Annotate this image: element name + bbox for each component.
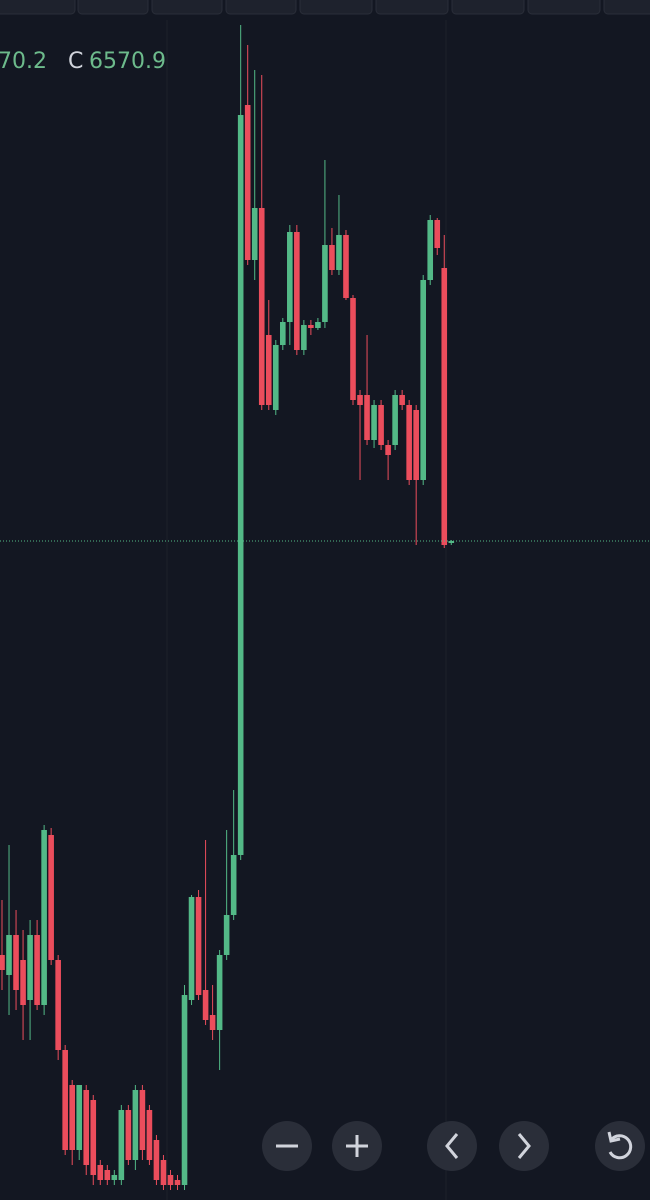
candle-body [441, 268, 448, 545]
candle-body [90, 1100, 97, 1175]
candle-body [434, 220, 441, 248]
candle-body [230, 855, 237, 915]
reset-button[interactable] [595, 1121, 645, 1171]
scroll-right-button[interactable] [499, 1121, 549, 1171]
legend-partial-value: 70.2 [0, 49, 47, 74]
toolbar-tab[interactable] [603, 0, 650, 15]
candle-body [336, 235, 342, 270]
candle-body [223, 915, 230, 955]
candle-body [48, 835, 54, 960]
candle-body [280, 322, 286, 345]
legend-close-value: 6570.9 [89, 49, 166, 74]
candle-body [378, 405, 384, 445]
candle-body [265, 335, 272, 405]
candle-body [329, 245, 335, 270]
toolbar-tab[interactable] [375, 0, 449, 15]
candle-body [146, 1110, 153, 1160]
candle-body [69, 1085, 75, 1150]
candle-body [385, 445, 391, 455]
candle-body [160, 1160, 167, 1185]
zoom-out-button[interactable] [262, 1121, 312, 1171]
candle-body [350, 298, 356, 400]
candle-body [420, 280, 426, 480]
toolbar-tab[interactable] [299, 0, 373, 15]
candle-body [97, 1165, 104, 1180]
candle-body [6, 935, 12, 975]
candle-body [448, 541, 455, 543]
toolbar-tab[interactable] [451, 0, 525, 15]
toolbar-tab[interactable] [77, 0, 149, 15]
toolbar-tab[interactable] [225, 0, 297, 15]
legend-close-label: C [68, 49, 83, 74]
candle-body [392, 395, 398, 445]
candle-body [41, 830, 47, 1005]
candle-body [322, 245, 328, 322]
toolbar-tab[interactable] [527, 0, 601, 15]
candle-body [104, 1170, 111, 1180]
candle-body [343, 235, 349, 298]
candle-body [216, 955, 223, 1030]
candle-body [62, 1050, 68, 1150]
candle-body [272, 345, 279, 410]
candle-body [209, 1015, 216, 1030]
toolbar-tab[interactable] [151, 0, 223, 15]
candle-body [139, 1090, 146, 1150]
candle-body [118, 1110, 125, 1180]
candle-body [308, 325, 314, 328]
candle-body [132, 1090, 139, 1160]
candle-body [287, 232, 293, 322]
candle-body [301, 325, 307, 350]
candle-body [244, 105, 251, 260]
candle-body [251, 208, 258, 260]
zoom-in-button[interactable] [332, 1121, 382, 1171]
toolbar [0, 0, 650, 15]
candle-body [13, 935, 19, 990]
candle-body [181, 995, 188, 1185]
candle-body [111, 1175, 118, 1180]
candle-body [167, 1175, 174, 1185]
candle-body [55, 960, 61, 1050]
candle-body [83, 1090, 90, 1165]
navigation-buttons [262, 1121, 645, 1171]
scroll-left-button[interactable] [427, 1121, 477, 1171]
candle-body [195, 897, 202, 995]
candle-body [188, 897, 195, 1000]
candle-body [294, 232, 300, 350]
candle-body [357, 395, 363, 405]
candle-body [20, 960, 26, 1005]
candle-body [371, 405, 377, 440]
candle-body [27, 935, 33, 1000]
toolbar-tab[interactable] [0, 0, 76, 15]
candle-body [202, 990, 209, 1020]
candle-body [413, 410, 419, 480]
candle-body [34, 935, 40, 1005]
candle-body [76, 1085, 83, 1150]
candle-body [315, 322, 321, 328]
candle-body [406, 405, 412, 480]
candle-body [153, 1140, 160, 1180]
candle-body [0, 955, 5, 970]
candle-body [258, 208, 265, 405]
candle-body [427, 220, 434, 280]
candle-body [399, 395, 405, 405]
candle-body [237, 115, 244, 855]
candle-body [364, 395, 370, 440]
candle-body [125, 1110, 132, 1160]
candle-body [174, 1180, 181, 1185]
plot-area [0, 25, 650, 1190]
